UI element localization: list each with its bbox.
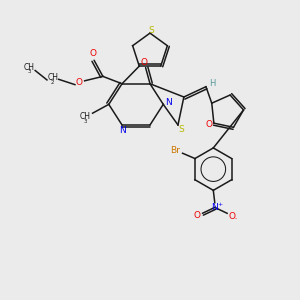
Text: O: O <box>141 58 148 67</box>
Text: 2: 2 <box>51 80 55 85</box>
Text: Br: Br <box>170 146 180 155</box>
Text: H: H <box>208 79 215 88</box>
Text: N: N <box>119 126 125 135</box>
Text: 3: 3 <box>83 119 87 124</box>
Text: O: O <box>75 78 82 87</box>
Text: N: N <box>212 203 218 212</box>
Text: S: S <box>178 125 184 134</box>
Text: CH: CH <box>24 63 35 72</box>
Text: -: - <box>235 216 237 221</box>
Text: CH: CH <box>80 112 91 121</box>
Text: O: O <box>205 120 212 129</box>
Text: O: O <box>89 49 96 58</box>
Text: S: S <box>148 26 154 35</box>
Text: +: + <box>217 202 222 207</box>
Text: O: O <box>228 212 236 221</box>
Text: N: N <box>165 98 172 107</box>
Text: CH: CH <box>47 74 58 82</box>
Text: O: O <box>194 211 201 220</box>
Text: 3: 3 <box>28 70 31 74</box>
